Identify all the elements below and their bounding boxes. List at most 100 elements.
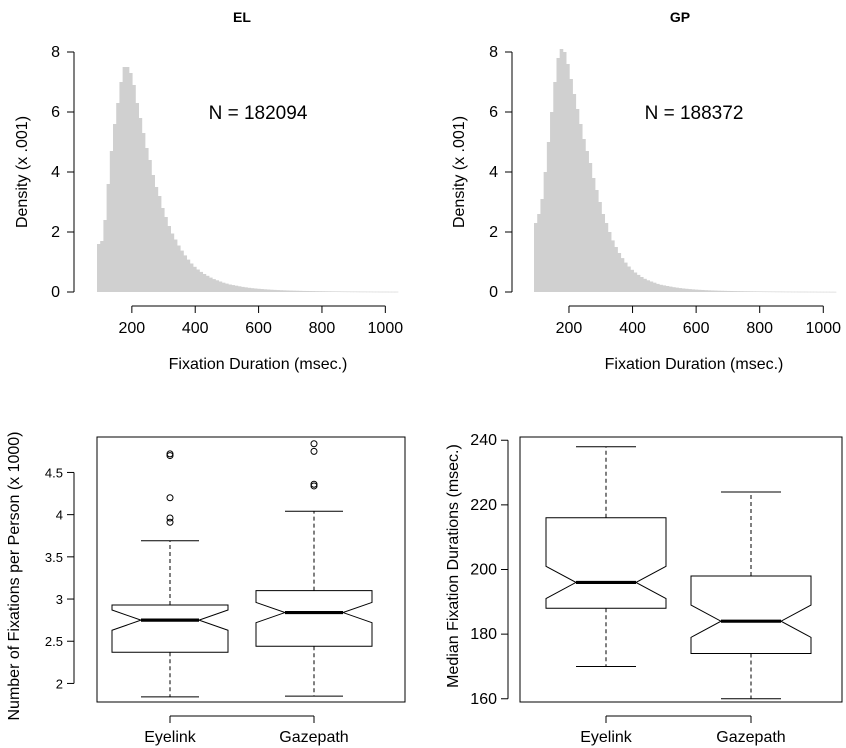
hist-el-bar: [330, 291, 335, 292]
hist-el-bar: [244, 287, 248, 292]
hist-gp-annotation: N = 188372: [645, 103, 744, 124]
hist-el-bar: [276, 290, 280, 292]
box-count-boxes: [111, 440, 373, 698]
hist-gp-y-axis: 0 2 4 6 8: [489, 44, 513, 301]
hist-el-bar: [106, 184, 111, 292]
hist-el-bar: [353, 291, 357, 293]
hist-el-bar: [333, 291, 338, 292]
box-median-x-tick-label: Gazepath: [716, 729, 785, 746]
hist-gp-bar: [803, 291, 808, 293]
hist-gp-bar: [713, 290, 718, 292]
hist-el-y-tick-label: 8: [51, 44, 60, 61]
hist-gp-x-tick-label: 600: [683, 320, 710, 337]
hist-gp-bar: [813, 291, 818, 293]
hist-gp-x-tick-label: 200: [556, 320, 583, 337]
hist-el-bar: [314, 291, 319, 292]
hist-gp-bar: [710, 290, 715, 292]
hist-gp-bar: [807, 291, 811, 293]
hist-el-bar: [311, 291, 316, 292]
hist-gp-y-tick-label: 6: [489, 104, 498, 121]
hist-el-bar: [132, 85, 136, 292]
hist-el-bar: [161, 208, 165, 292]
hist-el-bar: [356, 291, 360, 293]
hist-gp-bar: [816, 291, 821, 293]
hist-gp-bar: [829, 291, 834, 293]
box-count-y-tick-label: 3: [56, 592, 63, 607]
hist-gp-bar: [633, 272, 638, 292]
hist-el-bar: [177, 245, 181, 292]
hist-gp-bar: [572, 94, 577, 292]
hist-gp-bar: [559, 49, 564, 292]
hist-el-bar: [301, 290, 306, 292]
hist-el-bar: [109, 151, 114, 292]
hist-gp-bar: [736, 291, 740, 292]
box-count-box: [255, 590, 373, 647]
box-count-gazepath: [255, 440, 373, 697]
box-count-outlier: [166, 518, 174, 526]
hist-gp-bar: [823, 291, 827, 293]
hist-el-bar: [292, 290, 296, 292]
hist-el-y-axis: 0 2 4 6 8: [51, 44, 75, 301]
hist-gp-bar: [726, 290, 731, 292]
hist-el-bar: [221, 282, 226, 292]
hist-gp-bar: [717, 290, 721, 292]
hist-el-bar: [327, 291, 332, 292]
box-count-outlier: [166, 514, 174, 522]
hist-el-bar: [378, 291, 383, 293]
hist-el-bar: [103, 220, 107, 292]
hist-el-bar: [250, 288, 255, 292]
hist-el-bar: [269, 289, 274, 292]
hist-el-bar: [167, 226, 171, 292]
hist-gp-bar: [569, 79, 573, 292]
box-median-x-tick-label: Eyelink: [580, 729, 633, 746]
hist-gp-bar: [604, 223, 609, 292]
hist-gp-bar: [630, 269, 634, 292]
hist-el-bar: [205, 275, 210, 292]
hist-el-bar: [343, 291, 348, 293]
hist-gp-bar: [784, 291, 789, 293]
hist-el-y-tick-label: 6: [51, 104, 60, 121]
hist-el-bar: [321, 291, 325, 292]
hist-gp-bar: [810, 291, 814, 293]
hist-el-bar: [340, 291, 344, 293]
hist-gp-bar: [585, 151, 589, 292]
hist-el-bar: [135, 103, 139, 292]
hist-el-bar: [317, 291, 322, 292]
hist-el-bar: [138, 118, 143, 292]
box-count-x-tick-label: Gazepath: [279, 729, 348, 746]
hist-el-bar: [122, 67, 127, 292]
hist-gp-bar: [733, 291, 737, 292]
hist-el-x-tick-label: 200: [119, 320, 146, 337]
hist-el-bar: [359, 291, 364, 293]
hist-gp-bar: [800, 291, 805, 293]
hist-el-y-tick-label: 0: [51, 284, 60, 301]
hist-el-bar: [337, 291, 341, 293]
hist-el-bar: [225, 283, 229, 292]
box-median-y-tick-label: 160: [470, 691, 497, 708]
hist-gp-bar: [742, 291, 747, 292]
hist-el-bar: [218, 281, 223, 292]
hist-gp-bar: [707, 290, 712, 292]
hist-gp-bar: [553, 82, 557, 292]
hist-el-bar: [202, 274, 207, 292]
hist-gp-bar: [598, 202, 602, 292]
hist-el-bar: [154, 187, 159, 292]
hist-gp-bar: [723, 290, 728, 292]
hist-el-bar: [129, 73, 133, 292]
hist-el-bar: [212, 279, 216, 292]
hist-gp-bar: [649, 281, 654, 292]
hist-el-bar: [116, 103, 120, 292]
hist-el-bar: [279, 290, 284, 292]
box-median-x-axis: Eyelink Gazepath: [580, 715, 786, 746]
hist-gp-bar: [537, 214, 541, 292]
hist-el-bar: [298, 290, 303, 292]
hist-gp-bar: [665, 286, 670, 292]
hist-el-x-tick-label: 800: [309, 320, 336, 337]
hist-el-bar: [282, 290, 287, 292]
hist-gp-bar: [566, 64, 570, 292]
hist-gp-bar: [646, 280, 651, 292]
box-count-outlier: [166, 450, 174, 458]
hist-el-x-axis: 200 400 600 800 1000: [119, 305, 403, 337]
hist-el-bar: [183, 255, 188, 292]
hist-gp-bar: [636, 274, 641, 292]
